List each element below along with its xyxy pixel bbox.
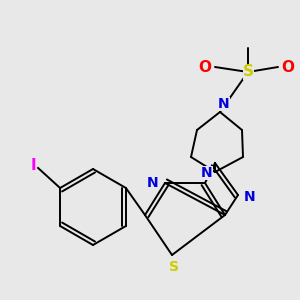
Text: N: N [201,166,213,180]
Text: N: N [244,190,256,204]
Text: I: I [30,158,36,173]
Text: N: N [218,97,230,111]
Text: S: S [242,64,253,80]
Text: O: O [199,59,212,74]
Text: N: N [147,176,159,190]
Text: S: S [169,260,179,274]
Text: O: O [281,59,295,74]
